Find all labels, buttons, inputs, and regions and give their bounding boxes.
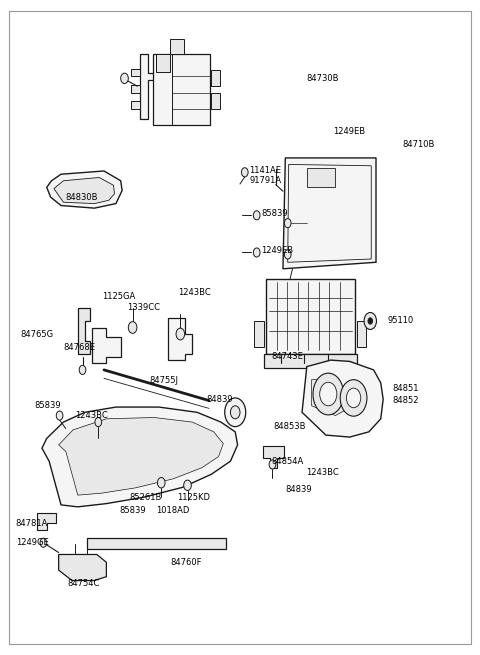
Text: 84730B: 84730B bbox=[307, 74, 339, 83]
Polygon shape bbox=[131, 101, 140, 109]
Text: 84851: 84851 bbox=[393, 384, 419, 393]
Text: 1243BC: 1243BC bbox=[75, 411, 108, 420]
Polygon shape bbox=[131, 85, 140, 93]
Text: 84765G: 84765G bbox=[21, 329, 54, 339]
Polygon shape bbox=[54, 178, 115, 204]
Text: 84743E: 84743E bbox=[271, 352, 303, 362]
Text: 84710B: 84710B bbox=[402, 140, 434, 149]
Bar bbox=[266, 278, 355, 354]
Circle shape bbox=[184, 480, 192, 491]
Bar bbox=[307, 168, 336, 187]
Text: 84760F: 84760F bbox=[171, 558, 202, 567]
Polygon shape bbox=[92, 328, 120, 364]
Circle shape bbox=[120, 73, 128, 84]
Circle shape bbox=[253, 211, 260, 220]
Circle shape bbox=[253, 248, 260, 257]
Text: 1141AE: 1141AE bbox=[250, 166, 282, 176]
Text: 84839: 84839 bbox=[285, 485, 312, 494]
Circle shape bbox=[230, 405, 240, 419]
Text: 91791A: 91791A bbox=[250, 176, 282, 185]
Circle shape bbox=[79, 365, 86, 375]
Circle shape bbox=[225, 398, 246, 426]
Circle shape bbox=[56, 411, 63, 420]
Text: 1249GE: 1249GE bbox=[16, 538, 48, 547]
Text: 84781A: 84781A bbox=[16, 519, 48, 528]
Text: 84768E: 84768E bbox=[63, 343, 96, 352]
Text: 1018AD: 1018AD bbox=[156, 506, 190, 515]
Bar bbox=[254, 321, 264, 347]
Text: 84852: 84852 bbox=[393, 396, 419, 405]
Bar bbox=[156, 54, 170, 72]
Circle shape bbox=[347, 388, 361, 407]
Polygon shape bbox=[59, 555, 107, 580]
Text: 84830B: 84830B bbox=[66, 193, 98, 202]
Circle shape bbox=[284, 250, 291, 259]
Circle shape bbox=[340, 380, 367, 416]
Text: 85839: 85839 bbox=[262, 209, 288, 218]
Text: 84755J: 84755J bbox=[149, 377, 179, 386]
Polygon shape bbox=[78, 308, 90, 354]
Circle shape bbox=[269, 460, 276, 469]
Text: 84754C: 84754C bbox=[67, 578, 100, 588]
Bar bbox=[87, 538, 226, 550]
Bar bbox=[211, 93, 220, 109]
Circle shape bbox=[320, 383, 337, 405]
Polygon shape bbox=[42, 407, 238, 507]
Text: 85839: 85839 bbox=[35, 402, 61, 410]
Bar bbox=[264, 354, 357, 368]
Text: 84854A: 84854A bbox=[271, 457, 303, 466]
Polygon shape bbox=[263, 446, 284, 468]
Polygon shape bbox=[37, 514, 56, 530]
Circle shape bbox=[241, 168, 248, 177]
Text: 1125GA: 1125GA bbox=[102, 291, 135, 301]
Bar bbox=[357, 321, 365, 347]
Polygon shape bbox=[168, 318, 192, 360]
Text: 84853B: 84853B bbox=[274, 422, 306, 431]
Text: 85839: 85839 bbox=[120, 506, 146, 515]
Circle shape bbox=[313, 373, 344, 415]
Polygon shape bbox=[312, 380, 348, 415]
Circle shape bbox=[95, 417, 102, 426]
Text: 1243BC: 1243BC bbox=[306, 468, 338, 477]
Text: 1243BC: 1243BC bbox=[178, 288, 211, 297]
Polygon shape bbox=[59, 417, 223, 495]
Circle shape bbox=[40, 538, 47, 548]
Circle shape bbox=[157, 477, 165, 488]
Text: 95110: 95110 bbox=[388, 316, 414, 326]
Text: 1125KD: 1125KD bbox=[177, 493, 210, 502]
Text: 84839: 84839 bbox=[206, 395, 233, 403]
Bar bbox=[211, 70, 220, 86]
Polygon shape bbox=[140, 54, 154, 119]
Bar bbox=[153, 54, 210, 125]
Circle shape bbox=[176, 328, 185, 340]
Text: 1339CC: 1339CC bbox=[127, 303, 160, 312]
Text: 85261B: 85261B bbox=[129, 493, 162, 502]
Polygon shape bbox=[131, 69, 140, 77]
Text: 1249EB: 1249EB bbox=[262, 246, 294, 255]
Polygon shape bbox=[170, 39, 184, 54]
Circle shape bbox=[128, 322, 137, 333]
Circle shape bbox=[364, 312, 376, 329]
Circle shape bbox=[284, 219, 291, 228]
Text: 1249EB: 1249EB bbox=[333, 127, 365, 136]
Polygon shape bbox=[283, 158, 376, 269]
Polygon shape bbox=[302, 360, 383, 437]
Circle shape bbox=[368, 318, 372, 324]
Polygon shape bbox=[47, 171, 122, 208]
